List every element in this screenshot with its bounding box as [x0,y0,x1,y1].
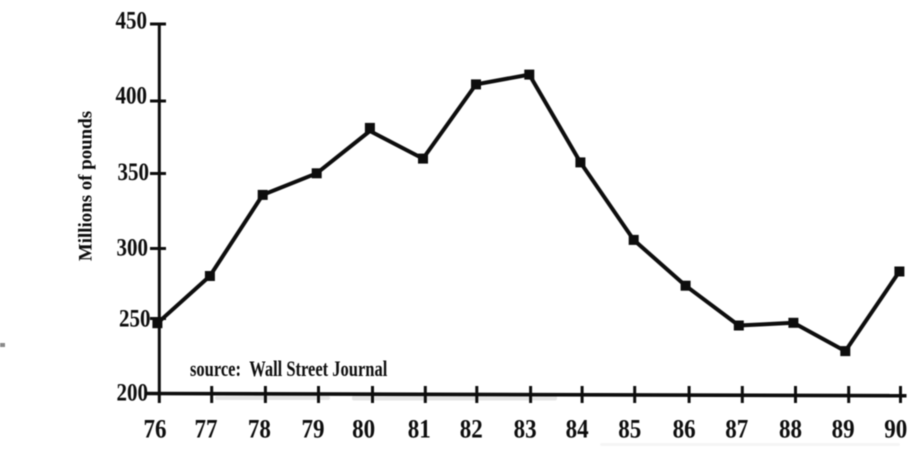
svg-text:300: 300 [117,235,149,262]
svg-text:87: 87 [725,415,748,444]
svg-text:85: 85 [618,415,641,444]
svg-text:400: 400 [116,83,148,110]
svg-text:86: 86 [673,415,696,444]
svg-text:76: 76 [144,415,167,444]
svg-text:90: 90 [884,415,907,444]
svg-text:78: 78 [248,415,271,444]
svg-text:Millions of pounds: Millions of pounds [76,111,97,261]
svg-text:82: 82 [460,415,483,444]
svg-text:source: Wall Street Journal: source: Wall Street Journal [190,358,388,382]
svg-text:83: 83 [514,415,537,444]
svg-text:350: 350 [118,159,150,186]
svg-text:84: 84 [566,415,589,444]
svg-text:79: 79 [302,415,325,444]
svg-text:200: 200 [117,380,149,407]
svg-text:250: 250 [119,305,151,332]
svg-text:88: 88 [779,415,802,444]
svg-text:77: 77 [195,415,218,444]
svg-text:81: 81 [408,415,431,444]
svg-text:450: 450 [116,8,148,35]
svg-text:80: 80 [352,415,375,444]
svg-text:89: 89 [832,415,855,444]
